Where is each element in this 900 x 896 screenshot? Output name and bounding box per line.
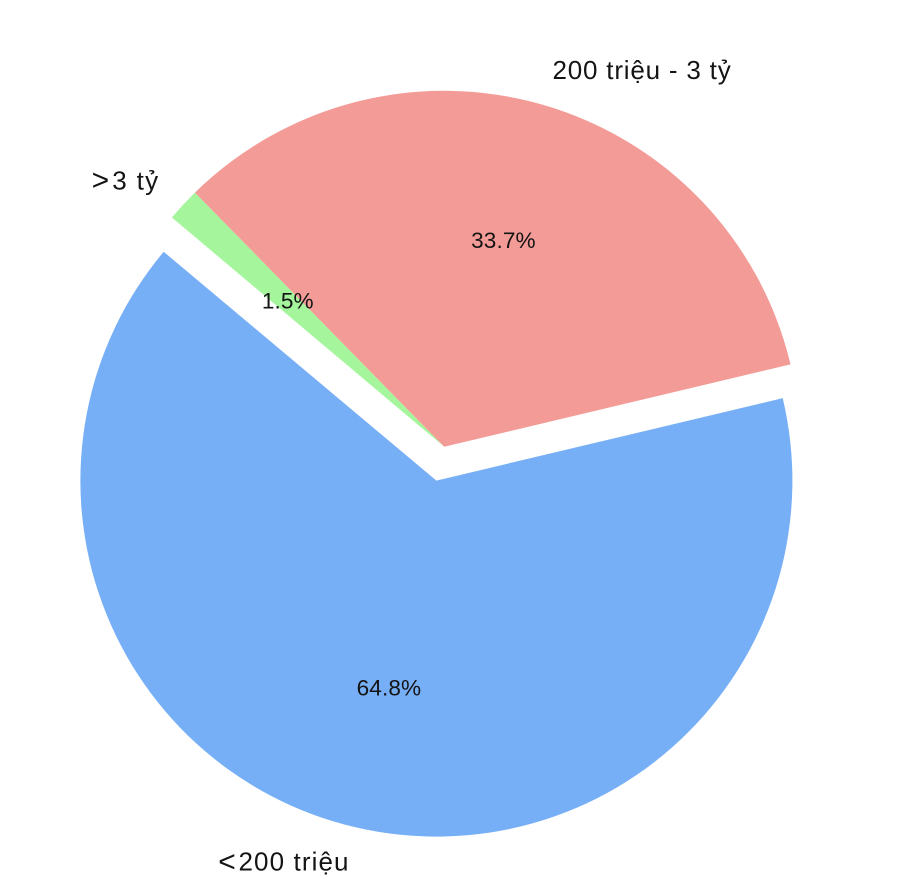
- svg-text:64.8%: 64.8%: [357, 676, 422, 701]
- svg-text:33.7%: 33.7%: [471, 228, 536, 253]
- svg-text:<200 triệu: <200 triệu: [218, 845, 349, 878]
- svg-text:1.5%: 1.5%: [262, 288, 314, 313]
- svg-text:200 triệu - 3 tỷ: 200 triệu - 3 tỷ: [553, 55, 732, 85]
- svg-text:>3 tỷ: >3 tỷ: [92, 164, 160, 197]
